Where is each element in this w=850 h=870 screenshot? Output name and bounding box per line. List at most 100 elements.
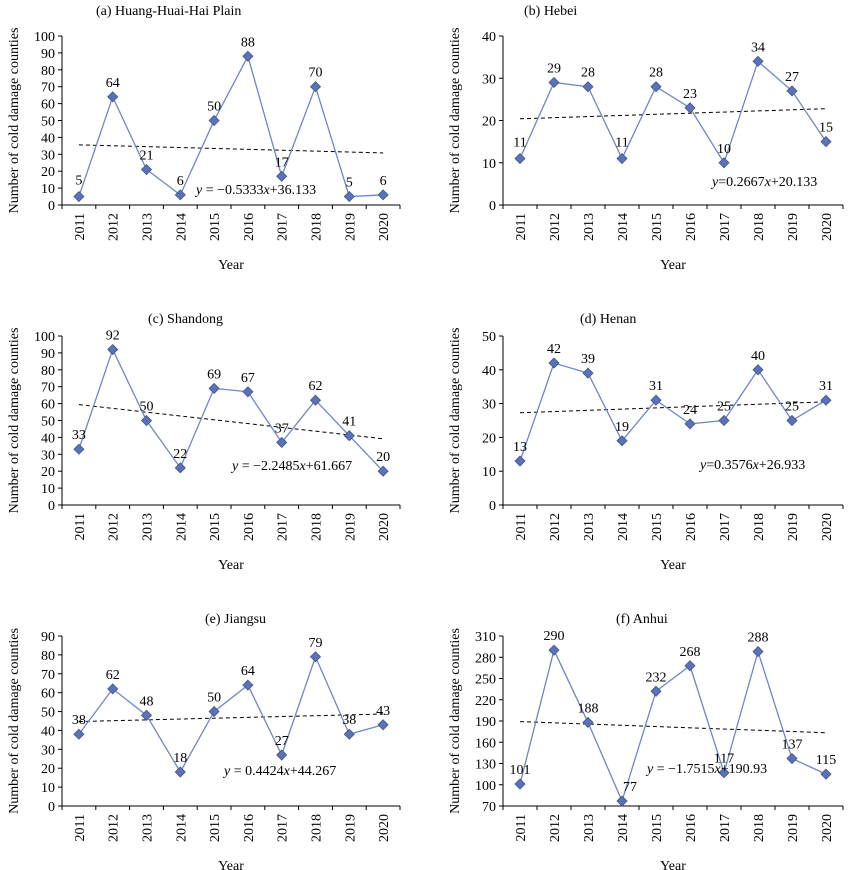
data-label: 62 <box>106 668 120 683</box>
data-label: 117 <box>714 752 734 767</box>
data-label: 50 <box>207 100 221 115</box>
trend-line <box>519 401 827 414</box>
series-line <box>519 648 827 803</box>
data-label: 28 <box>581 66 595 81</box>
y-tick-label: 50 <box>482 330 496 345</box>
chart-title: (a) Huang-Huai-Hai Plain <box>96 4 241 19</box>
y-tick-label: 70 <box>41 381 55 396</box>
x-axis-label: Year <box>218 558 244 573</box>
trend-line <box>78 713 384 723</box>
trend-line <box>519 721 827 734</box>
series-line <box>78 654 384 774</box>
data-label: 6 <box>380 174 387 189</box>
data-point <box>377 465 389 477</box>
y-tick-label: 220 <box>475 694 496 709</box>
x-tick-label: 2011 <box>514 213 529 240</box>
y-tick-label: 160 <box>475 736 496 751</box>
data-point <box>73 190 85 203</box>
data-label: 77 <box>623 780 637 795</box>
chart-panel-5: 0 10 20 30 40 50 60 70 80 90 2011 2012 2013 2014 2015 2… <box>7 612 401 870</box>
y-tick-label: 20 <box>41 762 55 777</box>
x-tick-label: 2012 <box>107 213 122 241</box>
data-label: 27 <box>275 734 289 749</box>
data-point <box>820 768 832 780</box>
y-tick-label: 0 <box>489 199 496 214</box>
x-tick-label: 2011 <box>73 814 88 841</box>
x-tick-label: 2020 <box>377 814 392 842</box>
x-tick-label: 2014 <box>174 213 189 241</box>
x-tick-label: 2015 <box>208 513 223 541</box>
data-point <box>242 50 254 62</box>
data-label: 24 <box>683 403 697 418</box>
data-label: 50 <box>140 400 154 415</box>
chart-title: (c) Shandong <box>148 312 223 327</box>
y-tick-label: 40 <box>482 364 496 379</box>
x-tick-label: 2020 <box>377 513 392 541</box>
x-tick-label: 2017 <box>718 513 733 541</box>
x-tick-label: 2013 <box>582 213 597 241</box>
data-point <box>548 357 560 369</box>
data-point <box>309 651 322 663</box>
x-tick-label: 2016 <box>684 814 699 842</box>
data-label: 115 <box>816 753 836 768</box>
y-tick-label: 0 <box>48 800 55 815</box>
x-tick-label: 2013 <box>582 513 597 541</box>
x-tick-label: 2020 <box>377 213 392 241</box>
data-label: 27 <box>785 70 799 85</box>
y-tick-label: 50 <box>41 115 55 130</box>
data-label: 6 <box>177 174 184 189</box>
x-tick-label: 2016 <box>684 513 699 541</box>
data-point <box>752 364 764 376</box>
y-axis-label: Number of cold damage counties <box>448 628 463 814</box>
x-tick-label: 2016 <box>684 213 699 241</box>
x-tick-label: 2014 <box>616 213 631 241</box>
y-tick-label: 10 <box>41 482 55 497</box>
data-point <box>514 778 526 790</box>
y-tick-label: 40 <box>41 724 55 739</box>
data-point <box>174 766 186 778</box>
data-label: 70 <box>309 66 323 81</box>
trend-equation: y = −1.7515x+190.93 <box>645 762 767 777</box>
y-tick-label: 50 <box>41 415 55 430</box>
data-label: 13 <box>513 440 527 455</box>
x-tick-label: 2019 <box>786 213 801 241</box>
data-label: 101 <box>510 763 531 778</box>
series-line <box>78 54 384 198</box>
x-tick-label: 2018 <box>752 814 767 842</box>
data-label: 62 <box>309 379 323 394</box>
y-tick-label: 190 <box>475 715 496 730</box>
data-label: 64 <box>106 76 120 91</box>
data-label: 29 <box>547 61 561 76</box>
data-label: 92 <box>106 329 120 344</box>
data-point <box>548 76 560 89</box>
data-point <box>107 91 119 103</box>
x-tick-label: 2012 <box>548 513 563 541</box>
data-label: 69 <box>207 367 221 382</box>
data-point <box>377 719 389 731</box>
data-label: 48 <box>140 694 154 709</box>
data-point <box>276 436 288 449</box>
x-axis-label: Year <box>660 859 686 870</box>
x-tick-label: 2020 <box>820 213 835 241</box>
data-point <box>650 685 662 697</box>
x-tick-label: 2015 <box>208 814 223 842</box>
y-tick-label: 10 <box>41 182 55 197</box>
x-tick-label: 2019 <box>343 513 358 541</box>
data-point <box>718 414 730 427</box>
data-point <box>514 152 526 165</box>
data-label: 43 <box>376 704 390 719</box>
data-point <box>514 455 526 467</box>
x-tick-label: 2019 <box>343 213 358 241</box>
data-point <box>684 102 696 114</box>
data-label: 33 <box>72 428 86 443</box>
data-point <box>616 435 628 447</box>
trend-line <box>519 108 827 120</box>
data-point <box>582 367 594 379</box>
x-tick-label: 2016 <box>242 814 257 842</box>
data-label: 11 <box>615 136 628 151</box>
data-point <box>208 382 220 394</box>
x-tick-label: 2011 <box>514 513 529 540</box>
x-tick-label: 2014 <box>616 814 631 842</box>
data-label: 17 <box>275 155 289 170</box>
